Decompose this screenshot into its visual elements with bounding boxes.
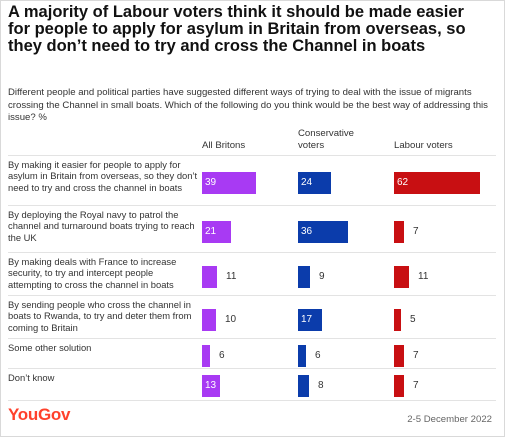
data-label: 6 [219, 350, 225, 361]
bar-conservative [298, 345, 306, 367]
bar-labour [394, 345, 404, 367]
bar-conservative [298, 221, 348, 243]
bar-all_britons [202, 266, 217, 288]
column-header-conservative: Conservative voters [298, 128, 354, 151]
data-label: 6 [315, 350, 321, 361]
bar-all_britons [202, 221, 231, 243]
category-label: By deploying the Royal navy to patrol th… [8, 209, 195, 243]
chart-title: A majority of Labour voters think it sho… [8, 3, 466, 55]
data-label: 8 [318, 380, 324, 391]
category-label: By sending people who cross the channel … [8, 299, 192, 333]
bar-all_britons [202, 172, 256, 194]
data-label: 7 [413, 350, 419, 361]
bar-labour [394, 375, 404, 397]
data-label: 9 [319, 271, 325, 282]
data-label: 10 [225, 314, 237, 325]
bar-labour [394, 309, 401, 331]
row-separator [8, 368, 496, 369]
bar-all_britons [202, 375, 220, 397]
column-header-labour: Labour voters [394, 140, 453, 151]
category-label: By making it easier for people to apply … [8, 159, 198, 193]
data-label: 7 [413, 226, 419, 237]
bar-conservative [298, 309, 322, 331]
row-separator [8, 338, 496, 339]
data-label: 11 [418, 271, 429, 282]
survey-date: 2-5 December 2022 [407, 414, 492, 425]
bar-all_britons [202, 309, 216, 331]
row-separator [8, 252, 496, 253]
data-label: 62 [397, 177, 409, 188]
data-label: 39 [205, 177, 217, 188]
yougov-logo: YouGov [8, 405, 71, 424]
bar-conservative [298, 375, 309, 397]
row-separator [8, 400, 496, 401]
row-separator [8, 295, 496, 296]
category-label: By making deals with France to increase … [8, 256, 177, 290]
bar-labour [394, 221, 404, 243]
column-header-all_britons: All Britons [202, 140, 246, 151]
category-label: Some other solution [8, 342, 92, 353]
bar-conservative [298, 172, 331, 194]
data-label: 11 [226, 271, 237, 282]
bar-all_britons [202, 345, 210, 367]
bar-labour [394, 172, 480, 194]
data-label: 13 [205, 380, 217, 391]
chart-subtitle: Different people and political parties h… [8, 87, 488, 124]
data-label: 17 [301, 314, 313, 325]
row-separator [8, 155, 496, 156]
data-label: 21 [205, 226, 217, 237]
bar-conservative [298, 266, 310, 288]
row-separator [8, 205, 496, 206]
data-label: 24 [301, 177, 313, 188]
bar-labour [394, 266, 409, 288]
data-label: 7 [413, 380, 419, 391]
data-label: 5 [410, 314, 416, 325]
category-label: Don’t know [8, 372, 55, 383]
data-label: 36 [301, 226, 313, 237]
